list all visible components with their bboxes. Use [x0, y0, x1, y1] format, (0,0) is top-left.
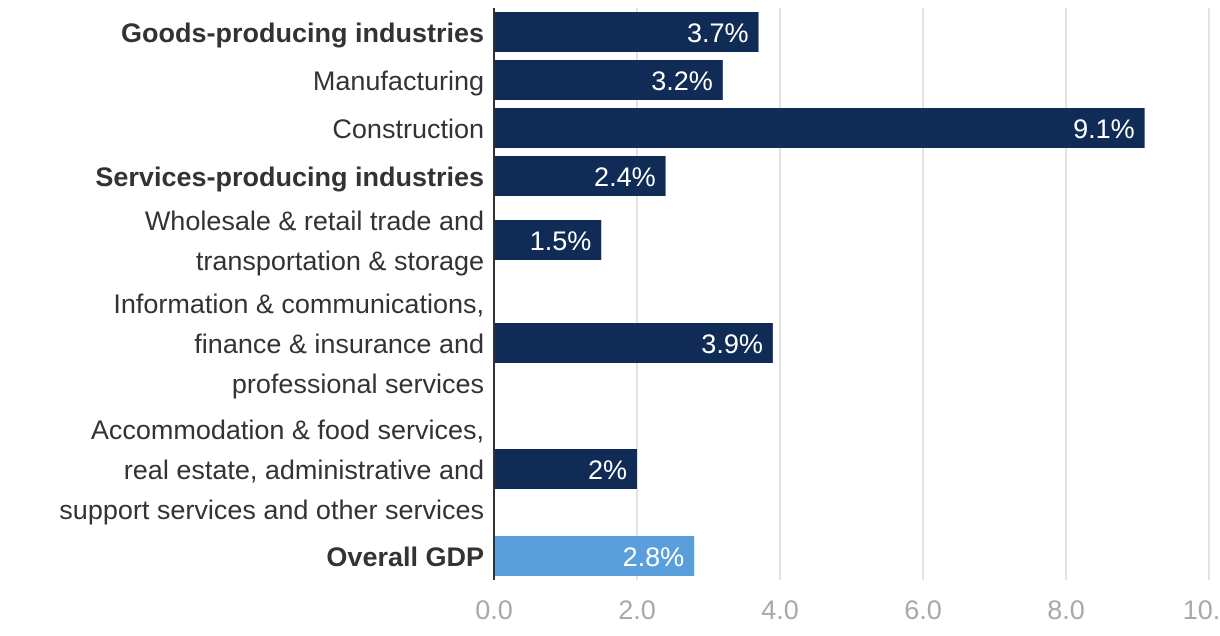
category-label: real estate, administrative and	[124, 455, 484, 485]
bar-value-label: 1.5%	[530, 226, 592, 256]
category-label: Manufacturing	[313, 66, 484, 96]
bar-value-label: 2.4%	[594, 162, 656, 192]
category-label: Goods-producing industries	[121, 18, 484, 48]
bar	[494, 449, 637, 489]
category-label: transportation & storage	[196, 246, 484, 276]
x-tick-label: 2.0	[618, 595, 656, 625]
category-label: Services-producing industries	[95, 162, 484, 192]
x-tick-label: 6.0	[904, 595, 942, 625]
category-label: professional services	[232, 369, 484, 399]
category-label: Construction	[332, 114, 484, 144]
bar-value-label: 2.8%	[623, 542, 685, 572]
bar-value-label: 2%	[588, 455, 627, 485]
bar	[494, 220, 602, 260]
category-label: Information & communications,	[113, 289, 484, 319]
x-axis-ticks: 0.0 2.0 4.0 6.0 8.0 10.0	[475, 595, 1220, 625]
bar-value-label: 3.7%	[687, 18, 749, 48]
category-labels: Goods-producing industries Manufacturing C…	[59, 18, 484, 572]
bars: 3.7% 3.2% 9.1% 2.4% 1.5% 3.9% 2% 2.8%	[494, 12, 1145, 576]
category-label: Overall GDP	[326, 542, 484, 572]
x-tick-label: 10.0	[1183, 595, 1220, 625]
bar-value-label: 3.2%	[651, 66, 713, 96]
category-label: Wholesale & retail trade and	[145, 206, 484, 236]
x-tick-label: 8.0	[1047, 595, 1085, 625]
bar	[494, 536, 695, 576]
bar	[494, 12, 759, 52]
category-label: finance & insurance and	[194, 329, 484, 359]
x-tick-label: 0.0	[475, 595, 513, 625]
bar	[494, 156, 666, 196]
bar	[494, 323, 773, 363]
x-tick-label: 4.0	[761, 595, 799, 625]
category-label: Accommodation & food services,	[91, 415, 484, 445]
bar	[494, 108, 1145, 148]
bar-value-label: 3.9%	[701, 329, 763, 359]
bar	[494, 60, 723, 100]
bar-value-label: 9.1%	[1073, 114, 1135, 144]
category-label: support services and other services	[59, 495, 484, 525]
